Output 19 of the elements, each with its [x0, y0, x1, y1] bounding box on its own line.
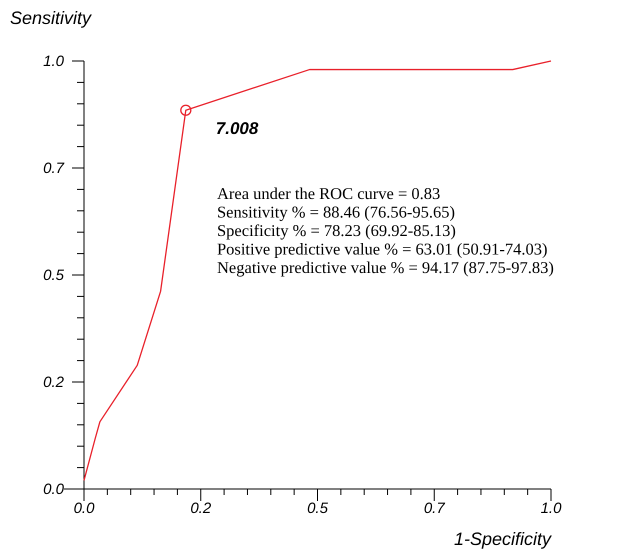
y-tick-label: 0.7 — [43, 160, 65, 177]
annotation: Positive predictive value % = 63.01 (50.91-74.03) — [217, 240, 548, 258]
x-axis-title: 1-Specificity — [454, 529, 552, 549]
x-tick-label: 1.0 — [540, 500, 562, 517]
y-tick-label: 0.2 — [43, 374, 65, 391]
y-tick-label: 1.0 — [43, 53, 65, 70]
y-tick-label: 0.5 — [43, 267, 65, 284]
x-tick-label: 0.0 — [74, 500, 96, 517]
annotation: 7.008 — [216, 119, 259, 138]
y-tick-label: 0.0 — [43, 481, 65, 498]
y-axis-title: Sensitivity — [10, 8, 92, 28]
annotation: Specificity % = 78.23 (69.92-85.13) — [217, 221, 456, 240]
annotation: Negative predictive value % = 94.17 (87.75-97.83) — [217, 258, 554, 277]
line-series — [83, 60, 552, 482]
annotation: Sensitivity % = 88.46 (76.56-95.65) — [217, 202, 456, 222]
annotation: Area under the ROC curve = 0.83 — [217, 184, 440, 203]
x-tick-label: 0.7 — [424, 500, 446, 517]
x-tick-label: 0.2 — [190, 500, 212, 517]
x-tick-label: 0.5 — [307, 500, 329, 517]
